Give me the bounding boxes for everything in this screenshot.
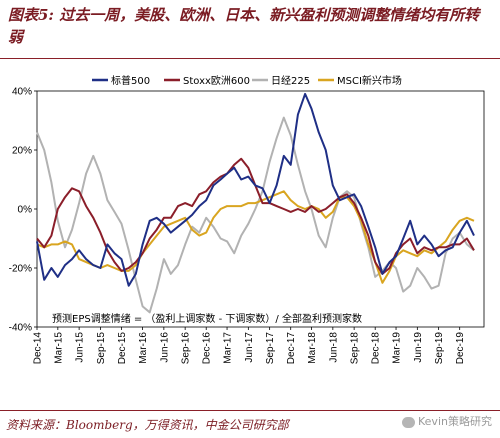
plot-frame xyxy=(36,90,485,328)
x-tick-label: Mar-18 xyxy=(307,332,318,364)
x-tick-label: Mar-16 xyxy=(138,332,149,364)
x-tick-label: Sep-16 xyxy=(181,332,192,365)
watermark: Kevin策略研究 xyxy=(402,413,492,429)
legend: 标普500 Stoxx欧洲600 日经225 MSCI新兴市场 xyxy=(92,74,402,87)
series-line-1 xyxy=(36,92,475,287)
header-rule xyxy=(0,58,500,59)
x-tick-label: Mar-17 xyxy=(223,332,234,364)
x-tick-label: Jun-19 xyxy=(413,332,424,363)
x-tick-label: Sep-19 xyxy=(434,332,445,365)
legend-label-4: MSCI新兴市场 xyxy=(337,74,402,87)
x-tick-label: Dec-18 xyxy=(371,332,382,365)
x-tick-label: Jun-15 xyxy=(75,332,86,363)
plot-border xyxy=(36,90,485,328)
line-chart: 40% 20% 0% -20% -40% Dec-14 Mar-15 Jun-15 Sep-1… xyxy=(9,74,485,365)
x-tick-label: Mar-15 xyxy=(53,332,64,364)
x-tick-label: Jun-16 xyxy=(159,332,170,363)
legend-label-2: Stoxx欧洲600 xyxy=(183,75,250,87)
figure-title: 图表5: 过去一周，美股、欧洲、日本、新兴盈利预测调整情绪均有所转弱 xyxy=(8,6,480,46)
x-tick-label: Sep-15 xyxy=(96,332,107,365)
x-tick-label: Sep-17 xyxy=(265,332,276,365)
x-tick-label: Dec-14 xyxy=(33,332,44,365)
y-tick-label: 0% xyxy=(18,205,33,216)
wechat-icon xyxy=(402,416,415,428)
series-line-4 xyxy=(36,190,475,284)
x-tick-label: Jun-17 xyxy=(244,332,255,363)
watermark-text: Kevin策略研究 xyxy=(418,415,492,428)
series-line-2 xyxy=(36,157,475,275)
y-tick-label: 20% xyxy=(12,146,32,157)
y-tick-label: -20% xyxy=(9,264,32,275)
y-axis: 40% 20% 0% -20% -40% xyxy=(9,87,37,334)
source-note: 资料来源：Bloomberg，万得资讯，中金公司研究部 xyxy=(6,418,289,432)
x-tick-label: Mar-19 xyxy=(392,332,403,364)
x-axis: Dec-14 Mar-15 Jun-15 Sep-15 Dec-15 Mar-16 Jun-… xyxy=(33,327,466,365)
x-tick-label: Dec-16 xyxy=(202,332,213,365)
x-tick-label: Dec-15 xyxy=(117,332,128,365)
y-tick-label: -40% xyxy=(9,323,32,334)
x-tick-label: Dec-17 xyxy=(286,332,297,365)
series-layer xyxy=(36,92,475,314)
footer-rule xyxy=(0,410,500,411)
x-tick-label: Dec-19 xyxy=(455,332,466,365)
x-tick-label: Sep-18 xyxy=(350,332,361,365)
series-line-3 xyxy=(36,116,475,314)
legend-label-1: 标普500 xyxy=(111,74,150,87)
y-tick-label: 40% xyxy=(12,87,32,98)
legend-label-3: 日经225 xyxy=(271,74,310,87)
x-tick-label: Jun-18 xyxy=(328,332,339,363)
chart-annotation: 预测EPS调整情绪 = （盈利上调家数 - 下调家数）/ 全部盈利预测家数 xyxy=(52,312,362,325)
